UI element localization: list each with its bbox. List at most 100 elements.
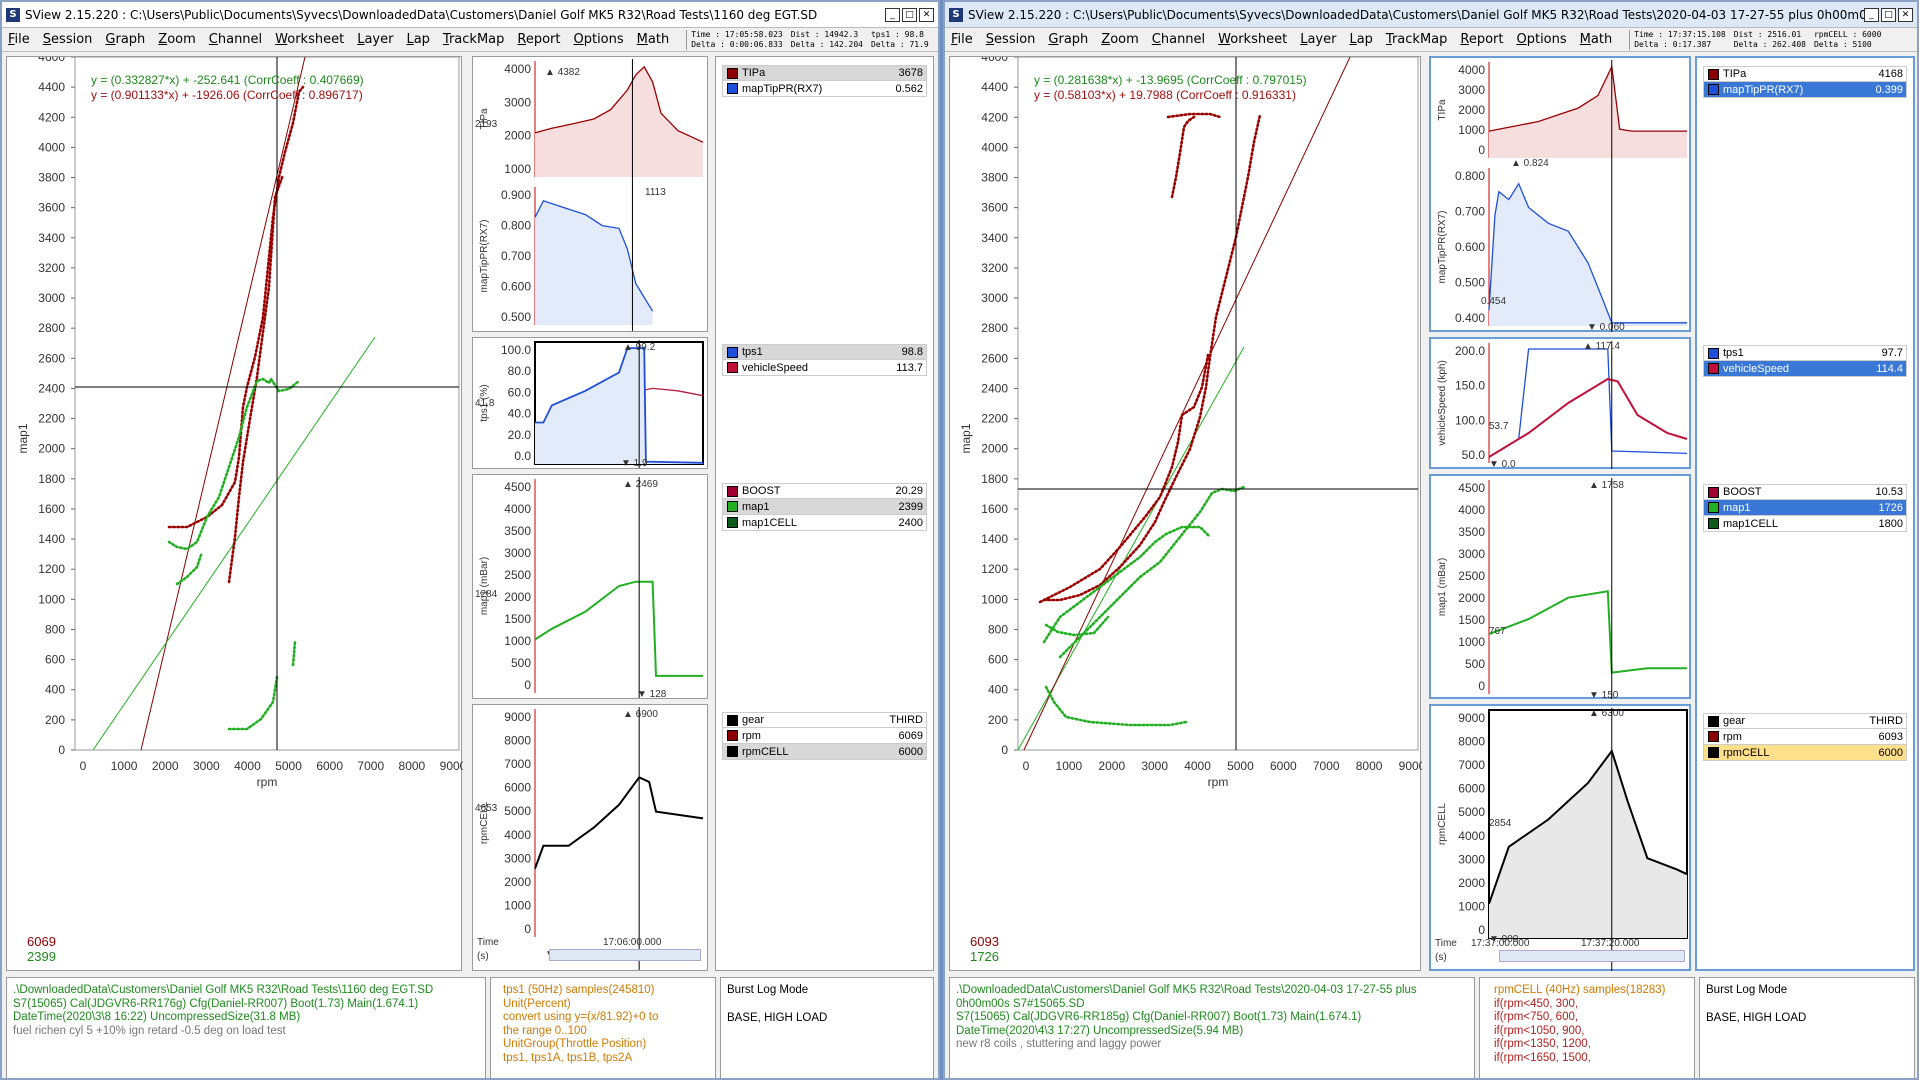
legend-row-vehiclespeed[interactable]: vehicleSpeed 113.7 (722, 360, 927, 376)
graph-map1[interactable]: 4500 4000 3500 3000 2500 2000 1500 1000 500 0 map1… (472, 474, 708, 700)
graph-rpmcell[interactable]: 9000 8000 7000 6000 5000 4000 3000 2000 1000 0 rpm… (472, 704, 708, 971)
legend-row-map1cell[interactable]: map1CELL 1800 (1703, 516, 1907, 532)
y-tick-label: 4000 (1458, 63, 1485, 77)
legend-row-map1cell[interactable]: map1CELL 2400 (722, 515, 927, 531)
menu-worksheet[interactable]: Worksheet (275, 32, 345, 47)
log-mode-info: Burst Log Mode BASE, HIGH LOAD (720, 977, 934, 1078)
graph-tps1-speed[interactable]: 100.0 80.0 60.0 40.0 20.0 0.0 tps1 (%) ▲ 99.2 41… (472, 337, 708, 469)
y-tick-label: 3000 (504, 546, 531, 560)
menu-lap[interactable]: Lap (1349, 32, 1373, 47)
time-scrollbar[interactable] (1499, 950, 1685, 962)
y-axis-label: TIPa (479, 108, 490, 130)
menu-math[interactable]: Math (636, 32, 670, 47)
graph-speed-tps1[interactable]: 200.0 150.0 100.0 50.0 vehicleSpeed (kph) ▲ 1… (1429, 337, 1691, 470)
menu-layer[interactable]: Layer (357, 32, 394, 47)
menu-session[interactable]: Session (42, 32, 93, 47)
close-icon[interactable]: ✕ (1898, 7, 1913, 22)
menu-file[interactable]: File (951, 32, 973, 47)
title-bar[interactable]: S SView 2.15.220 : C:\Users\Public\Docum… (2, 2, 938, 28)
marker-label: 41.8 (475, 398, 495, 409)
menu-file[interactable]: File (8, 32, 30, 47)
scatter-plot-panel[interactable]: 4600 4400 4200 4000 3800 3600 3400 3200 3000 2800… (6, 56, 463, 972)
session-info: .\DownloadedData\Customers\Daniel Golf M… (6, 977, 486, 1078)
legend-row-tps1[interactable]: tps1 98.8 (722, 344, 927, 360)
channel-info-line: if(rpm<1350, 1200, (1494, 1038, 1591, 1050)
legend-row-map1[interactable]: map1 2399 (722, 499, 927, 515)
legend-row-rpmcell[interactable]: rpmCELL 6000 (722, 744, 927, 760)
plot-area[interactable] (74, 57, 460, 751)
maximize-icon[interactable]: □ (902, 7, 917, 22)
legend-row-boost[interactable]: BOOST 10.53 (1703, 484, 1907, 500)
y-tick-label: 4200 (38, 110, 65, 124)
scatter-plot[interactable]: 4600440042004000380036003400320030002800… (950, 57, 1422, 972)
graph-rpmcell[interactable]: 9000 8000 7000 6000 5000 4000 3000 2000 1000 0 rpm… (1429, 704, 1691, 971)
menu-options[interactable]: Options (1516, 32, 1567, 47)
x-tick-label: 3000 (193, 759, 220, 773)
scatter-plot-panel[interactable]: 4600 4400 4200 4000 3800 3600 3400 3200 3000 2800… (949, 56, 1422, 972)
sview-window-1[interactable]: S SView 2.15.220 : C:\Users\Public\Docum… (0, 0, 940, 1080)
y-axis-label: map1 (959, 423, 973, 453)
legend-row-map1[interactable]: map1 1726 (1703, 500, 1907, 516)
y-tick-label: 4500 (1458, 481, 1485, 495)
marker-label: ▼ 1.9 (621, 458, 648, 469)
scatter-series (1170, 115, 1196, 199)
legend-row-tipa[interactable]: TIPa 3678 (722, 65, 927, 81)
legend-row-maptipprrx7[interactable]: mapTipPR(RX7) 0.399 (1703, 82, 1907, 98)
menu-options[interactable]: Options (573, 32, 624, 47)
menu-channel[interactable]: Channel (208, 32, 263, 47)
menu-layer[interactable]: Layer (1300, 32, 1337, 47)
y-axis-label: map1 (mBar) (1437, 558, 1448, 616)
menu-graph[interactable]: Graph (105, 32, 146, 47)
channel-info[interactable]: tps1 (50Hz) samples(245810) Unit(Percent… (490, 977, 716, 1078)
menu-trackmap[interactable]: TrackMap (1385, 32, 1448, 47)
menu-zoom[interactable]: Zoom (158, 32, 196, 47)
marker-label: 2193 (475, 119, 498, 130)
time-value: 17:37:20.000 (1581, 938, 1640, 949)
legend-row-maptipprrx7[interactable]: mapTipPR(RX7) 0.562 (722, 81, 927, 97)
legend-channel-name: map1 (742, 500, 770, 513)
graph-map1[interactable]: 4500 4000 3500 3000 2500 2000 1500 1000 500 0 map1… (1429, 474, 1691, 701)
menu-zoom[interactable]: Zoom (1101, 32, 1139, 47)
menu-trackmap[interactable]: TrackMap (442, 32, 505, 47)
legend-row-rpmcell[interactable]: rpmCELL 6000 (1703, 745, 1907, 761)
legend-row-boost[interactable]: BOOST 20.29 (722, 483, 927, 499)
legend-channel-name: gear (1723, 715, 1746, 727)
legend-channel-name: vehicleSpeed (1723, 362, 1790, 375)
legend-channel-value: 98.8 (901, 346, 923, 358)
sview-window-2[interactable]: S SView 2.15.220 : C:\Users\Public\Docum… (943, 0, 1919, 1080)
channel-info[interactable]: rpmCELL (40Hz) samples(18283) if(rpm<450… (1479, 977, 1695, 1078)
graph-tipa-maptippr[interactable]: 4000 3000 2000 1000 0 TIPa 0.800 0.700 0.600 0.50… (1429, 56, 1691, 333)
y-tick-label: 4200 (981, 110, 1008, 124)
menu-graph[interactable]: Graph (1048, 32, 1089, 47)
menu-math[interactable]: Math (1579, 32, 1613, 47)
legend-row-rpm[interactable]: rpm 6069 (722, 728, 927, 744)
channel-info-line: if(rpm<750, 600, (1494, 1011, 1579, 1023)
trace-line (534, 776, 704, 869)
trace-line (1488, 377, 1688, 458)
menu-report[interactable]: Report (1460, 32, 1504, 47)
menu-worksheet[interactable]: Worksheet (1218, 32, 1288, 47)
legend-row-gear[interactable]: gear THIRD (1703, 713, 1907, 729)
legend-row-rpm[interactable]: rpm 6093 (1703, 729, 1907, 745)
y-tick-label: 3000 (1458, 852, 1485, 866)
title-bar[interactable]: S SView 2.15.220 : C:\Users\Public\Docum… (945, 2, 1917, 28)
legend-row-vehiclespeed[interactable]: vehicleSpeed 114.4 (1703, 361, 1907, 377)
legend-row-gear[interactable]: gear THIRD (722, 712, 927, 728)
legend-row-tps1[interactable]: tps1 97.7 (1703, 345, 1907, 361)
menu-report[interactable]: Report (517, 32, 561, 47)
plot-area[interactable] (1017, 57, 1419, 751)
legend-row-tipa[interactable]: TIPa 4168 (1703, 66, 1907, 82)
menu-session[interactable]: Session (985, 32, 1036, 47)
regression-equation-1: y = (0.332827*x) + -252.641 (CorrCoeff :… (91, 73, 364, 87)
maximize-icon[interactable]: □ (1881, 7, 1896, 22)
time-scrollbar[interactable] (549, 949, 701, 961)
minimize-icon[interactable]: _ (885, 7, 900, 22)
graph-tipa-maptippr[interactable]: 4000 3000 2000 1000 TIPa ▲ 4382 2193 1113 0.900 0… (472, 56, 708, 332)
y-tick-label: 2200 (38, 412, 65, 426)
menu-lap[interactable]: Lap (406, 32, 430, 47)
x-tick-label: 8000 (1356, 759, 1383, 773)
scatter-plot[interactable]: 4600440042004000380036003400320030002800… (7, 57, 463, 972)
close-icon[interactable]: ✕ (919, 7, 934, 22)
menu-channel[interactable]: Channel (1151, 32, 1206, 47)
minimize-icon[interactable]: _ (1864, 7, 1879, 22)
